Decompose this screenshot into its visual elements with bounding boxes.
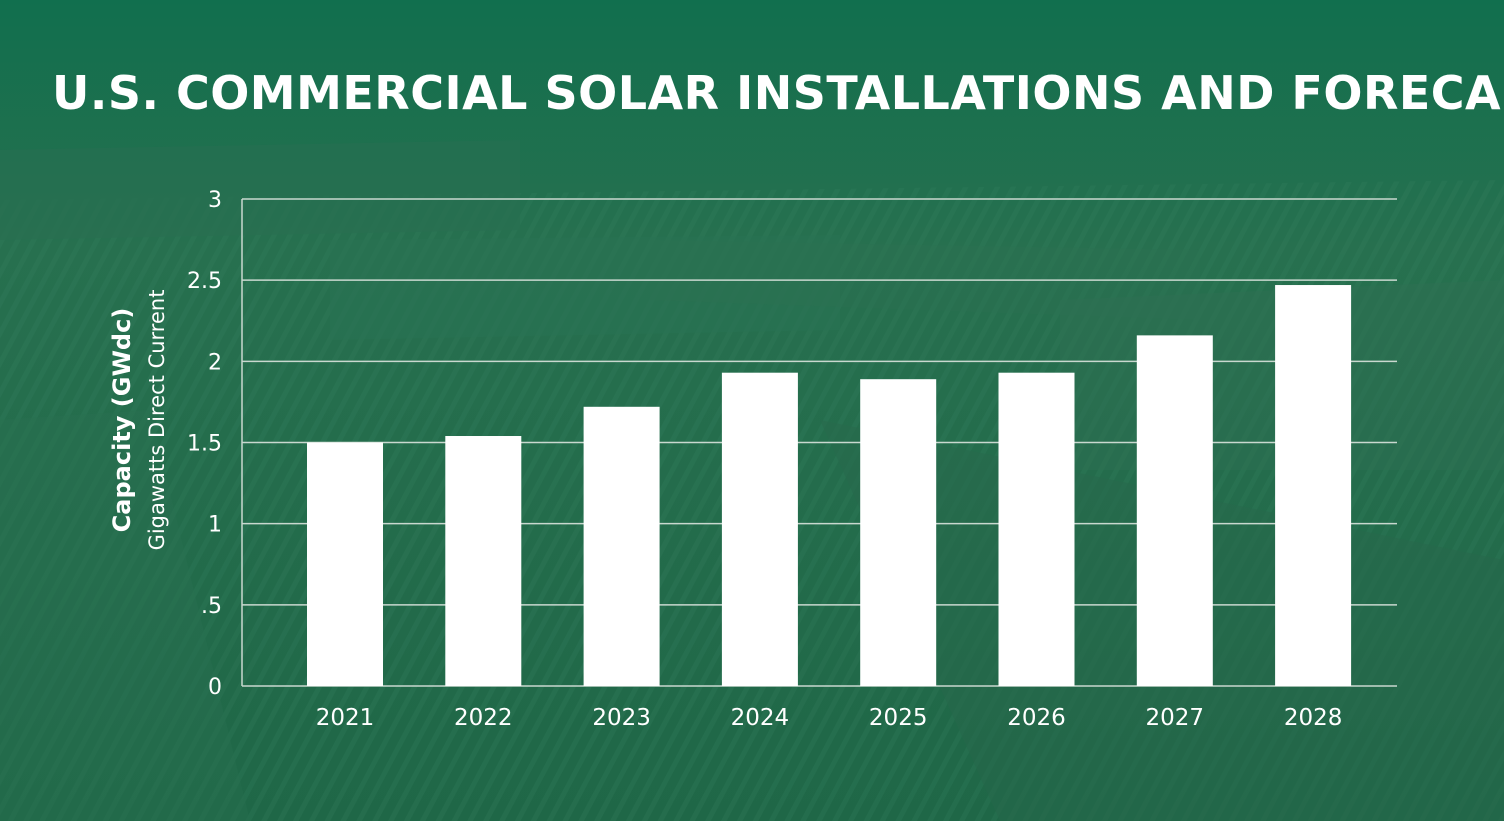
- x-tick-label: 2028: [1284, 705, 1343, 731]
- x-tick-label: 2025: [869, 705, 928, 731]
- bar-2026: [998, 372, 1075, 686]
- x-tick-label: 2022: [454, 705, 513, 731]
- gridlines: [242, 198, 1397, 606]
- y-tick-label: 2.5: [187, 269, 222, 294]
- bar-2028: [1275, 285, 1352, 686]
- y-axis-title-group: Capacity (GWdc) Gigawatts Direct Current: [108, 290, 169, 551]
- y-tick-label: 1: [208, 513, 222, 538]
- bar-2027: [1136, 335, 1213, 686]
- x-tick-label: 2024: [731, 705, 790, 731]
- x-tick-label: 2026: [1007, 705, 1066, 731]
- bar-2023: [583, 406, 660, 686]
- bar-2022: [445, 436, 522, 686]
- y-tick-label: 3: [208, 188, 222, 213]
- y-axis-subtitle: Gigawatts Direct Current: [145, 290, 169, 551]
- y-tick-label: .5: [201, 594, 222, 619]
- bar-2021: [307, 442, 383, 686]
- y-tick-label: 1.5: [187, 432, 222, 457]
- bar-2025: [860, 379, 937, 686]
- bar-2024: [721, 372, 798, 686]
- x-tick-label: 2021: [316, 705, 375, 731]
- y-tick-label: 0: [208, 675, 222, 700]
- tick-labels: 0 .5 1 1.5 2 2.5 3 2021 2022 2023 2024 2025 2026 2027…: [187, 188, 1342, 731]
- bars: [307, 285, 1352, 686]
- x-tick-label: 2027: [1146, 705, 1205, 731]
- y-axis-title: Capacity (GWdc): [108, 308, 136, 533]
- chart-title: U.S. COMMERCIAL SOLAR INSTALLATIONS AND …: [52, 66, 1504, 120]
- y-tick-label: 2: [208, 350, 222, 375]
- x-tick-label: 2023: [592, 705, 651, 731]
